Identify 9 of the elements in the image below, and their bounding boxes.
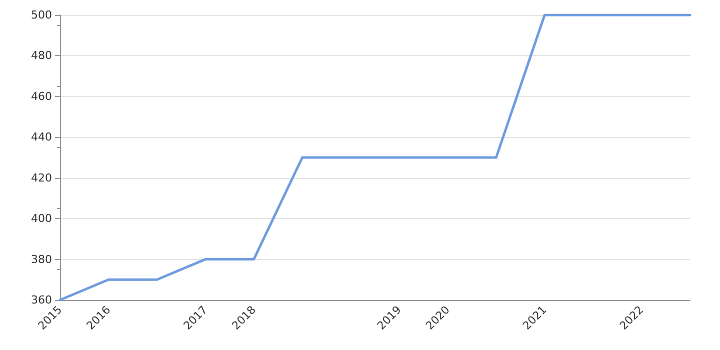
y-tick-label: 380 xyxy=(31,252,52,266)
y-tick-label: 360 xyxy=(31,294,52,306)
line-series xyxy=(58,14,692,302)
y-tick-label: 420 xyxy=(31,171,52,184)
y-tick-label: 400 xyxy=(31,212,52,226)
y-tick-label: 480 xyxy=(31,49,52,62)
y-tick-label: 440 xyxy=(31,130,52,144)
y-tick-label: 500 xyxy=(31,8,52,22)
y-tick-label: 460 xyxy=(31,90,52,103)
